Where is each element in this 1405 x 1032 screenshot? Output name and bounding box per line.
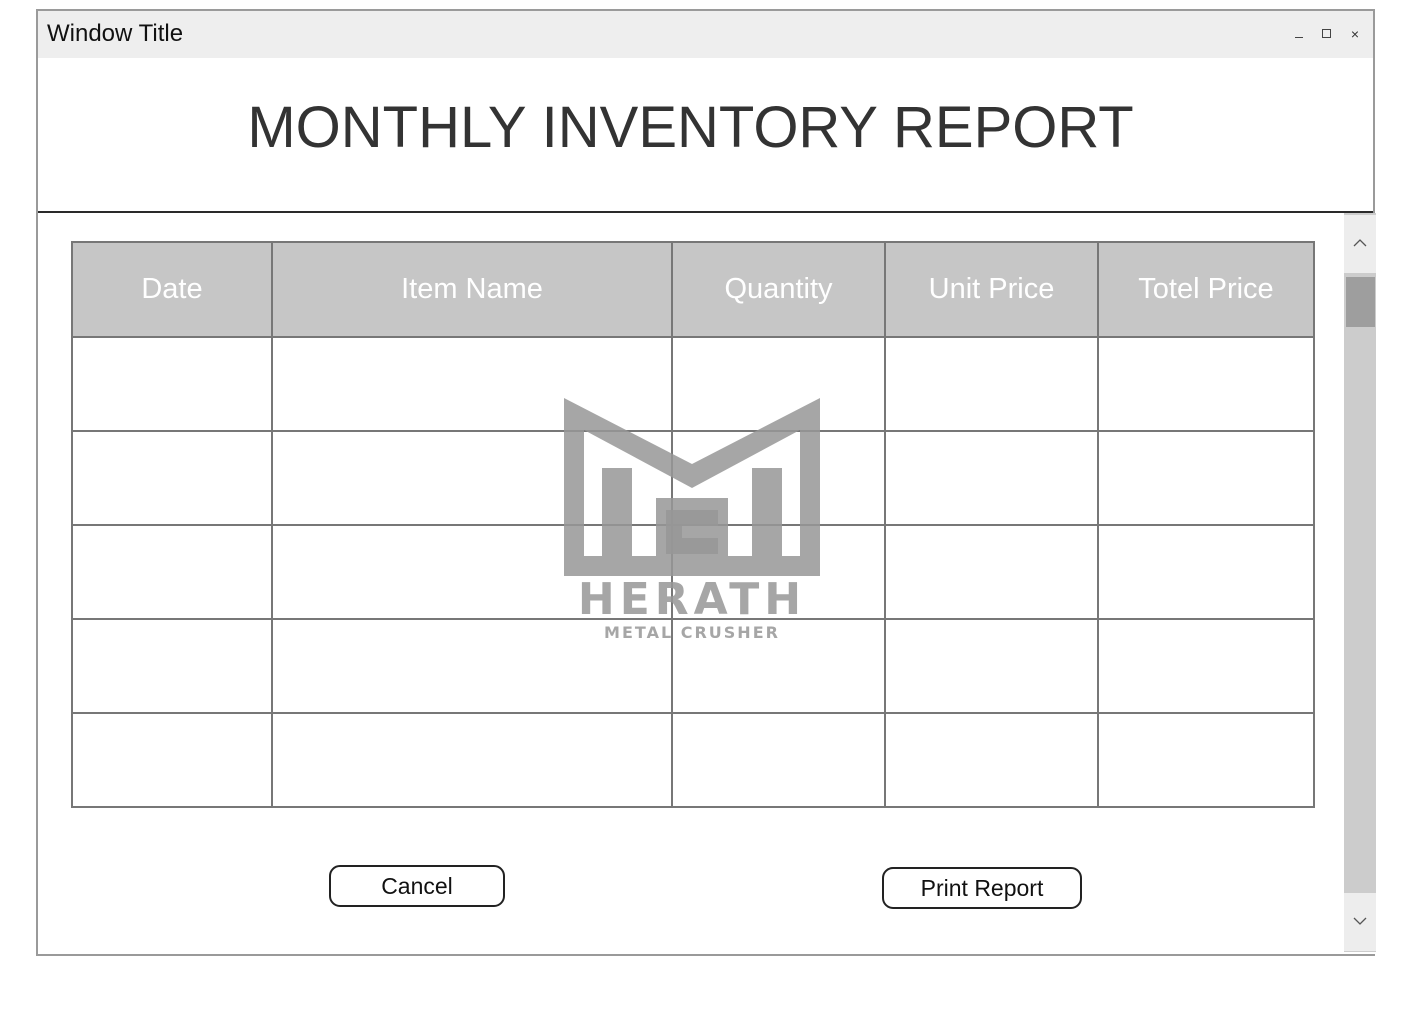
table-cell[interactable] (1097, 712, 1315, 808)
table-cell[interactable] (671, 618, 886, 714)
table-header-row: Date Item Name Quantity Unit Price Totel… (71, 241, 1315, 338)
column-header-item-name[interactable]: Item Name (271, 241, 673, 338)
table-cell[interactable] (1097, 618, 1315, 714)
table-cell[interactable] (671, 524, 886, 620)
print-report-button[interactable]: Print Report (882, 867, 1082, 909)
report-header: MONTHLY INVENTORY REPORT (38, 58, 1373, 213)
table-cell[interactable] (671, 430, 886, 526)
close-button[interactable]: × (1346, 25, 1364, 43)
table-cell[interactable] (71, 618, 273, 714)
table-cell[interactable] (271, 524, 673, 620)
table-cell[interactable] (71, 524, 273, 620)
title-bar[interactable]: Window Title × (38, 11, 1373, 58)
table-cell[interactable] (271, 618, 673, 714)
report-content: Date Item Name Quantity Unit Price Totel… (38, 213, 1342, 954)
table-row[interactable] (71, 336, 1315, 432)
table-cell[interactable] (884, 712, 1099, 808)
table-row[interactable] (71, 712, 1315, 808)
column-header-date[interactable]: Date (71, 241, 273, 338)
page-title: MONTHLY INVENTORY REPORT (247, 95, 1134, 160)
scroll-down-button[interactable] (1344, 893, 1376, 951)
chevron-up-icon (1353, 239, 1367, 247)
vertical-scrollbar[interactable] (1342, 213, 1376, 954)
window-title: Window Title (47, 20, 184, 47)
table-cell[interactable] (271, 712, 673, 808)
inventory-table: Date Item Name Quantity Unit Price Totel… (71, 241, 1315, 808)
app-window: Window Title × MONTHLY INVENTORY REPORT … (36, 9, 1376, 956)
minimize-button[interactable] (1290, 25, 1308, 43)
table-cell[interactable] (671, 336, 886, 432)
table-cell[interactable] (671, 712, 886, 808)
table-row[interactable] (71, 430, 1315, 526)
column-header-total-price[interactable]: Totel Price (1097, 241, 1315, 338)
column-header-quantity[interactable]: Quantity (671, 241, 886, 338)
scrollbar-thumb[interactable] (1346, 277, 1375, 327)
close-icon: × (1350, 26, 1360, 42)
table-cell[interactable] (271, 430, 673, 526)
table-cell[interactable] (71, 336, 273, 432)
table-row[interactable] (71, 524, 1315, 620)
table-cell[interactable] (1097, 336, 1315, 432)
table-cell[interactable] (1097, 430, 1315, 526)
maximize-button[interactable] (1318, 25, 1336, 43)
scroll-up-button[interactable] (1344, 215, 1376, 273)
cancel-button[interactable]: Cancel (329, 865, 505, 907)
table-cell[interactable] (884, 618, 1099, 714)
table-cell[interactable] (884, 430, 1099, 526)
maximize-icon (1322, 29, 1331, 38)
table-cell[interactable] (884, 336, 1099, 432)
column-header-unit-price[interactable]: Unit Price (884, 241, 1099, 338)
table-cell[interactable] (71, 712, 273, 808)
minimize-icon (1295, 37, 1303, 38)
table-cell[interactable] (884, 524, 1099, 620)
table-cell[interactable] (1097, 524, 1315, 620)
chevron-down-icon (1353, 917, 1367, 925)
scrollbar-track[interactable] (1344, 213, 1376, 952)
table-row[interactable] (71, 618, 1315, 714)
table-cell[interactable] (71, 430, 273, 526)
table-cell[interactable] (271, 336, 673, 432)
